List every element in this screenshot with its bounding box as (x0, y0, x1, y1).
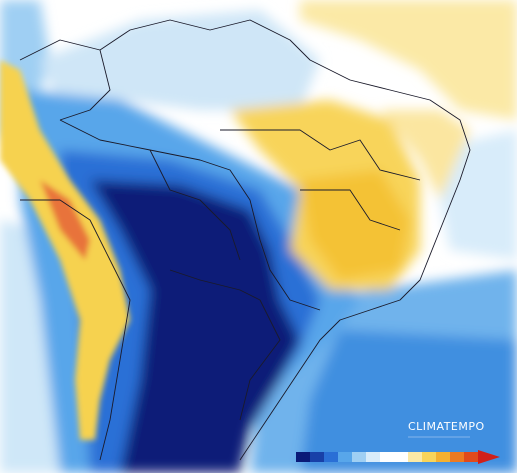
borders (19, 19, 471, 461)
colorbar-swatch (352, 452, 366, 462)
colorbar-swatch (422, 452, 436, 462)
colorbar-swatch (408, 452, 422, 462)
colorbar-swatch (450, 452, 464, 462)
logo: CLIMATEMPO (408, 420, 485, 433)
colorbar-swatch (324, 452, 338, 462)
colorbar-swatch (394, 452, 408, 462)
colorbar (296, 450, 500, 464)
colorbar-swatch (310, 452, 324, 462)
colorbar-swatch (436, 452, 450, 462)
colorbar-swatch (380, 452, 394, 462)
colorbar-swatch (338, 452, 352, 462)
colorbar-swatch (296, 452, 310, 462)
colorbar-swatch (366, 452, 380, 462)
colorbar-arrow (478, 450, 500, 464)
colorbar-swatch (464, 452, 478, 462)
